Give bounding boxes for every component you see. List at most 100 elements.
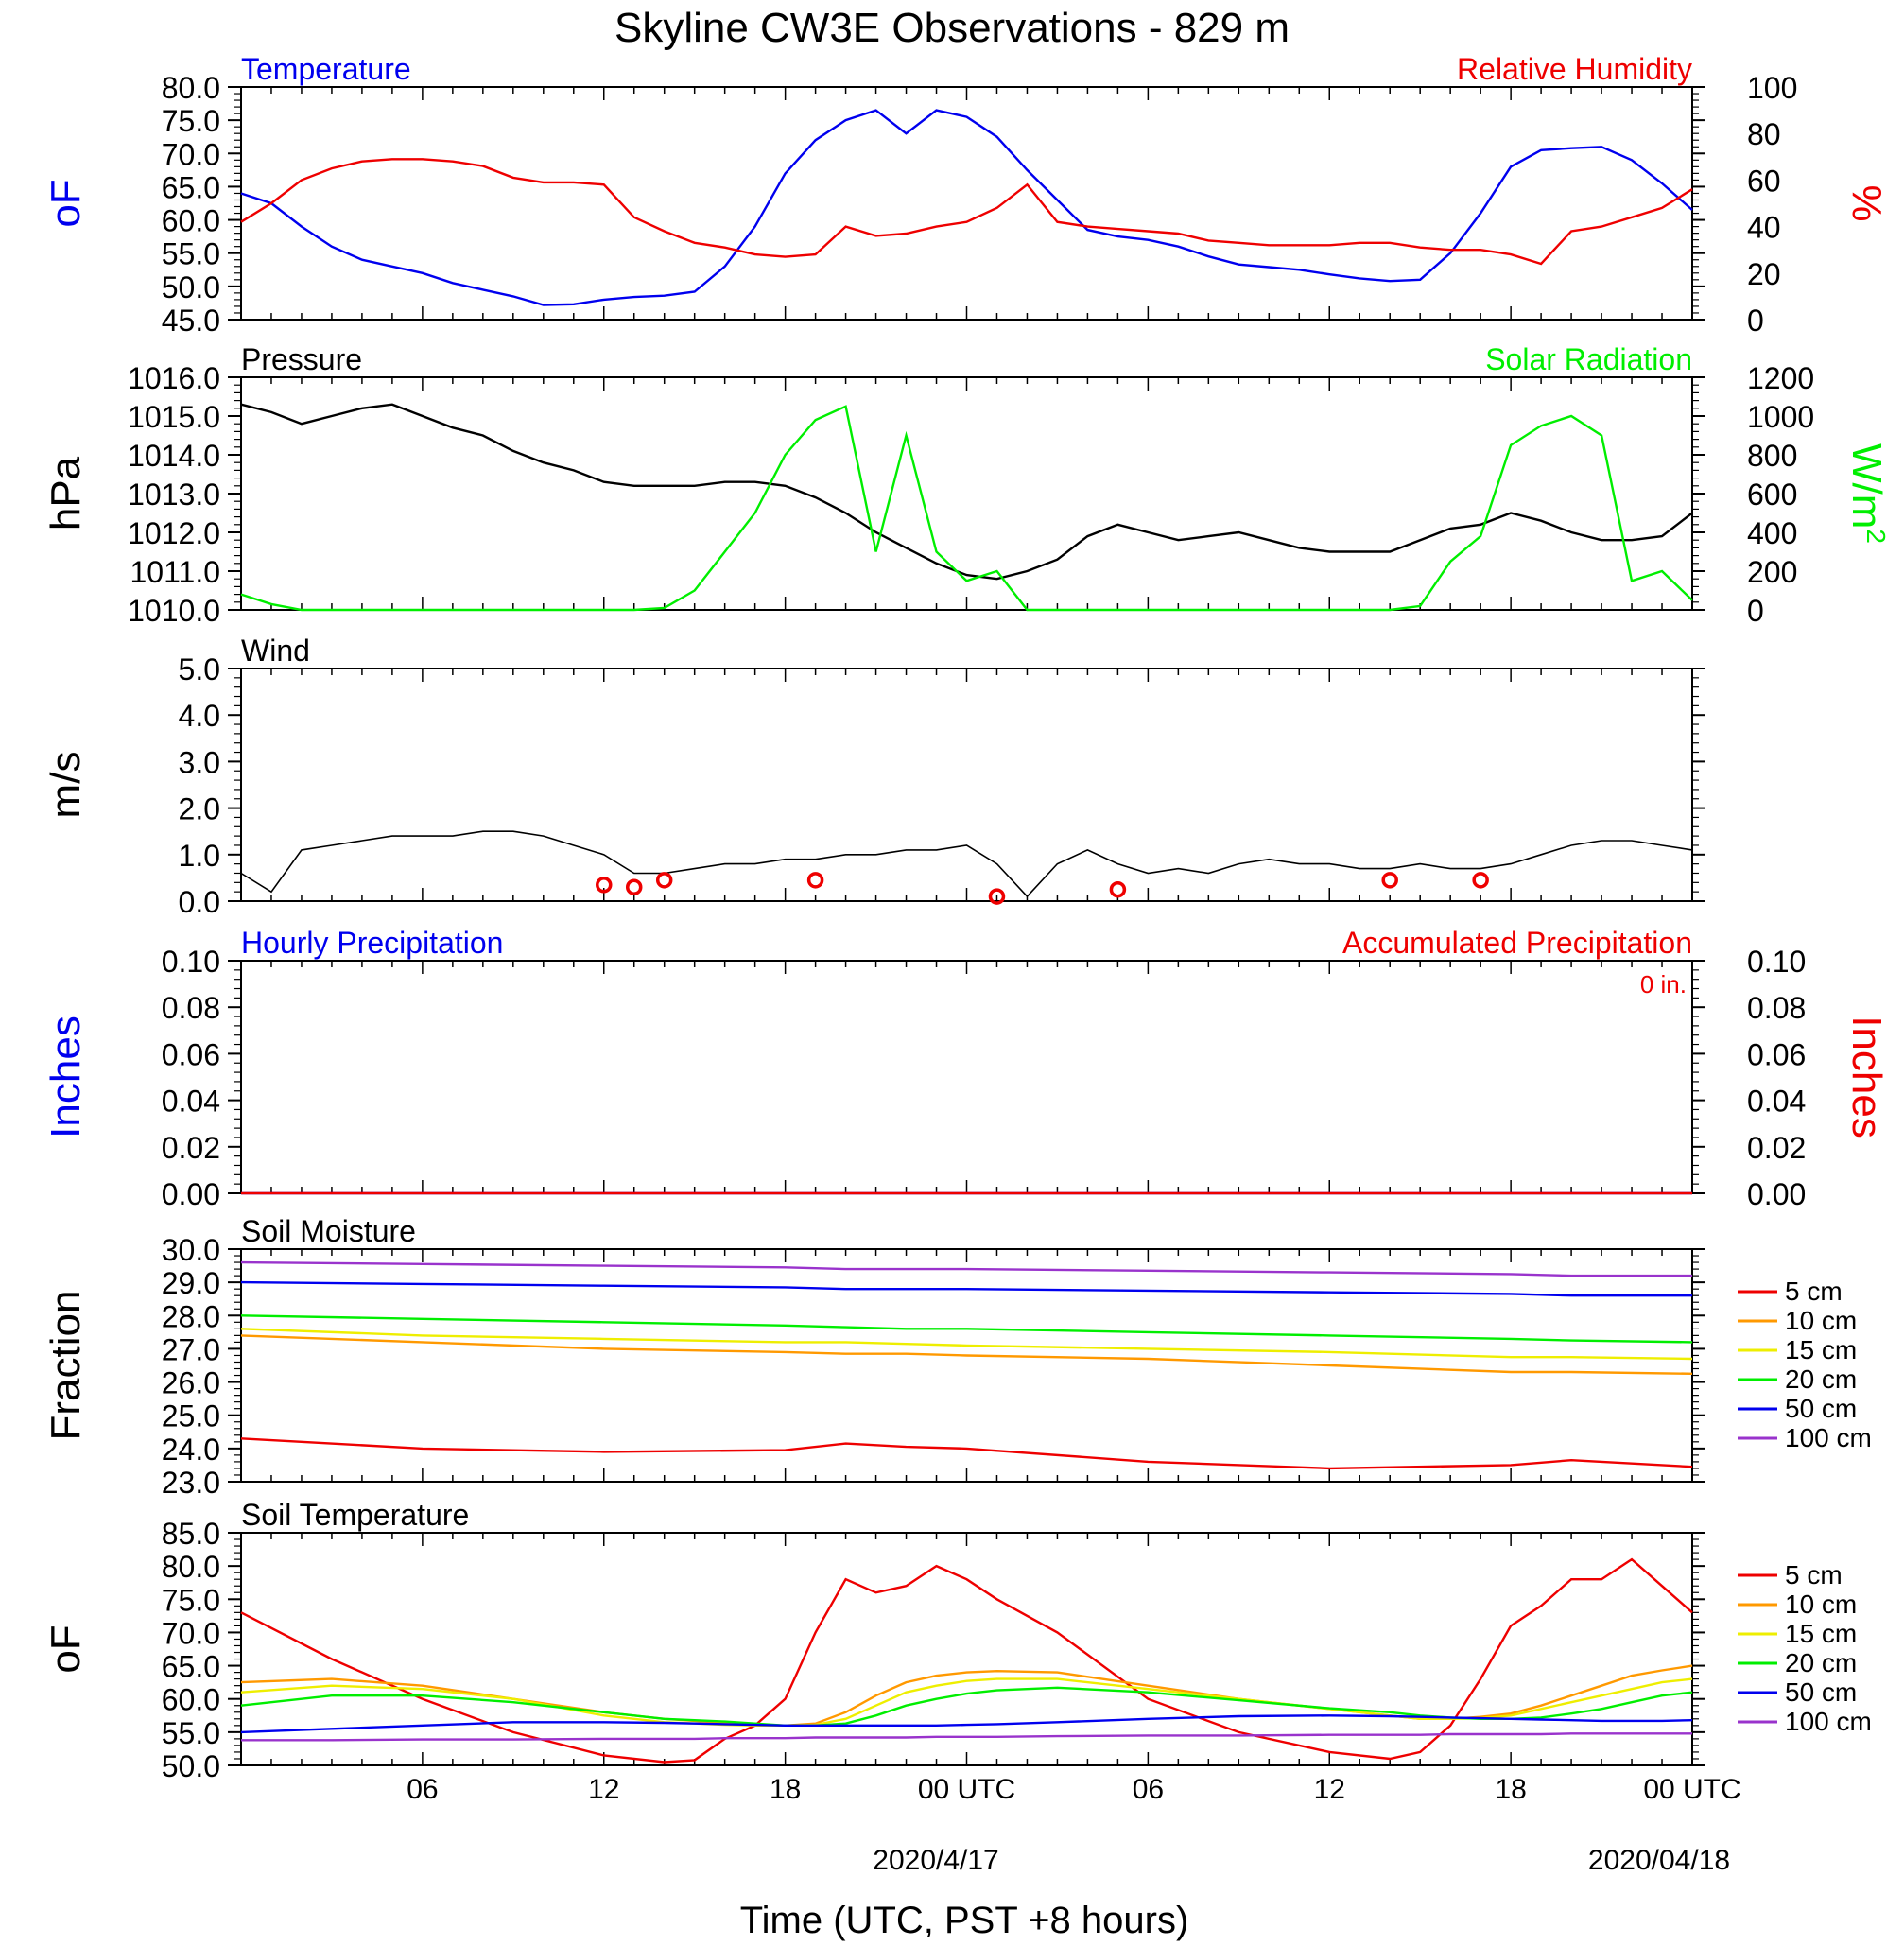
y-tick-label-right: 400 — [1747, 516, 1797, 550]
y-tick-label: 75.0 — [162, 1583, 220, 1617]
panel-pressure-solar: 1016.0 1015.0 1014.0 1013.0 1012.0 1011.0 1010… — [43, 342, 1892, 628]
plot-frame — [241, 669, 1692, 901]
y-tick-label: 1013.0 — [128, 478, 220, 512]
legend-label: 20 cm — [1785, 1364, 1857, 1394]
y-tick-label: 80.0 — [162, 1550, 220, 1584]
x-tick-label: 12 — [1314, 1774, 1345, 1805]
y-tick-label: 27.0 — [162, 1332, 220, 1366]
y-tick-label: 1010.0 — [128, 594, 220, 628]
legend-label: 100 cm — [1785, 1423, 1872, 1452]
series-line-50-cm — [241, 1715, 1692, 1732]
series-line-100-cm — [241, 1262, 1692, 1276]
legend-label: 15 cm — [1785, 1619, 1857, 1648]
y-tick-label: 2.0 — [179, 792, 220, 826]
y-tick-label: 25.0 — [162, 1399, 220, 1433]
accumulated-annotation: 0 in. — [1640, 970, 1687, 999]
y-tick-label: 30.0 — [162, 1233, 220, 1267]
calm-wind-marker — [809, 874, 822, 887]
panel-title-left: Soil Moisture — [241, 1214, 416, 1248]
series-line-relative-humidity — [241, 159, 1692, 264]
y-tick-label: 1016.0 — [128, 361, 220, 395]
legend-label: 10 cm — [1785, 1590, 1857, 1619]
legend-label: 10 cm — [1785, 1306, 1857, 1335]
series-line-pressure — [241, 405, 1692, 580]
y-tick-label: 0.0 — [179, 885, 220, 919]
x-tick-label: 06 — [407, 1774, 438, 1805]
series-line-100-cm — [241, 1733, 1692, 1740]
y-tick-label: 60.0 — [162, 1683, 220, 1717]
legend-label: 5 cm — [1785, 1277, 1843, 1306]
y-tick-label-right: 800 — [1747, 439, 1797, 473]
y-tick-label-right: 0.04 — [1747, 1085, 1806, 1119]
y-tick-label: 55.0 — [162, 237, 220, 271]
y-tick-label-right: 80 — [1747, 117, 1781, 151]
calm-wind-marker — [1383, 874, 1396, 887]
panel-temperature-humidity: 80.075.070.065.060.055.050.045.0 100 80 60 4… — [43, 52, 1890, 338]
y-tick-label: 0.00 — [162, 1177, 220, 1211]
y-tick-label-right: 40 — [1747, 211, 1781, 245]
y-tick-label-right: 0 — [1747, 304, 1764, 338]
y-tick-label: 4.0 — [179, 699, 220, 733]
y-tick-label: 23.0 — [162, 1466, 220, 1500]
y-axis-label-left: Fraction — [43, 1291, 89, 1441]
y-tick-label-right: 600 — [1747, 478, 1797, 512]
panel-soil-moisture: 30.029.028.027.026.025.024.023.0 Soil Moi… — [43, 1214, 1872, 1500]
y-tick-label: 80.0 — [162, 71, 220, 105]
y-axis-label-right: W/m2 — [1843, 443, 1892, 544]
y-tick-label: 60.0 — [162, 204, 220, 238]
panel-precipitation: 0.10 0.08 0.06 0.04 0.02 0.00 0.10 0.08 0.06 0.04… — [43, 926, 1890, 1211]
y-tick-label-right: 0.06 — [1747, 1037, 1806, 1071]
series-line-wind-speed — [241, 831, 1692, 896]
y-tick-label: 24.0 — [162, 1433, 220, 1467]
panel-title-left: Soil Temperature — [241, 1498, 469, 1532]
y-tick-label-right: 0.10 — [1747, 945, 1806, 979]
y-tick-label: 45.0 — [162, 304, 220, 338]
calm-wind-marker — [658, 874, 671, 887]
series-line-solar-radiation — [241, 407, 1692, 610]
figure-title: Skyline CW3E Observations - 829 m — [614, 5, 1290, 51]
y-tick-label: 0.02 — [162, 1131, 220, 1165]
y-tick-label: 85.0 — [162, 1517, 220, 1551]
x-tick-label: 00 UTC — [918, 1774, 1015, 1805]
calm-wind-marker — [1111, 883, 1124, 896]
y-tick-label-right: 0 — [1747, 594, 1764, 628]
y-tick-label-right: 0.02 — [1747, 1131, 1806, 1165]
y-tick-label: 5.0 — [179, 652, 220, 686]
y-tick-label: 3.0 — [179, 745, 220, 779]
series-line-10-cm — [241, 1666, 1692, 1726]
y-tick-label: 29.0 — [162, 1266, 220, 1300]
y-tick-label: 55.0 — [162, 1716, 220, 1750]
panel-title-right: Accumulated Precipitation — [1342, 926, 1692, 960]
y-tick-label: 65.0 — [162, 170, 220, 204]
date-label-2: 2020/04/18 — [1588, 1845, 1730, 1876]
legend-label: 50 cm — [1785, 1394, 1857, 1423]
y-tick-label: 0.10 — [162, 945, 220, 979]
series-line-50-cm — [241, 1282, 1692, 1295]
y-tick-label: 1.0 — [179, 839, 220, 873]
y-axis-label-left: Inches — [43, 1016, 89, 1138]
series-line-5-cm — [241, 1559, 1692, 1762]
panel-title-left: Hourly Precipitation — [241, 926, 503, 960]
x-tick-label: 12 — [588, 1774, 619, 1805]
y-tick-label-right: 20 — [1747, 257, 1781, 291]
y-tick-label-right: 100 — [1747, 71, 1797, 105]
y-tick-label: 0.08 — [162, 991, 220, 1025]
legend-label: 20 cm — [1785, 1648, 1857, 1677]
legend-label: 100 cm — [1785, 1707, 1872, 1736]
series-line-10-cm — [241, 1335, 1692, 1373]
y-axis-label-sup: 2 — [1862, 529, 1892, 544]
y-tick-label: 28.0 — [162, 1299, 220, 1333]
panel-wind: 5.0 4.0 3.0 2.0 1.0 0.0 Wind m/s — [43, 634, 1705, 919]
panel-title-left: Wind — [241, 634, 310, 668]
y-tick-label: 50.0 — [162, 270, 220, 304]
y-axis-label-left: oF — [43, 179, 89, 227]
y-tick-label-right: 60 — [1747, 164, 1781, 198]
y-axis-label-left: oF — [43, 1625, 89, 1673]
series-line-20-cm — [241, 1315, 1692, 1342]
panel-title-left: Temperature — [241, 52, 411, 86]
y-axis-label-right: % — [1843, 184, 1890, 221]
y-tick-label: 70.0 — [162, 1616, 220, 1650]
y-tick-label: 1015.0 — [128, 400, 220, 434]
series-line-5-cm — [241, 1438, 1692, 1468]
